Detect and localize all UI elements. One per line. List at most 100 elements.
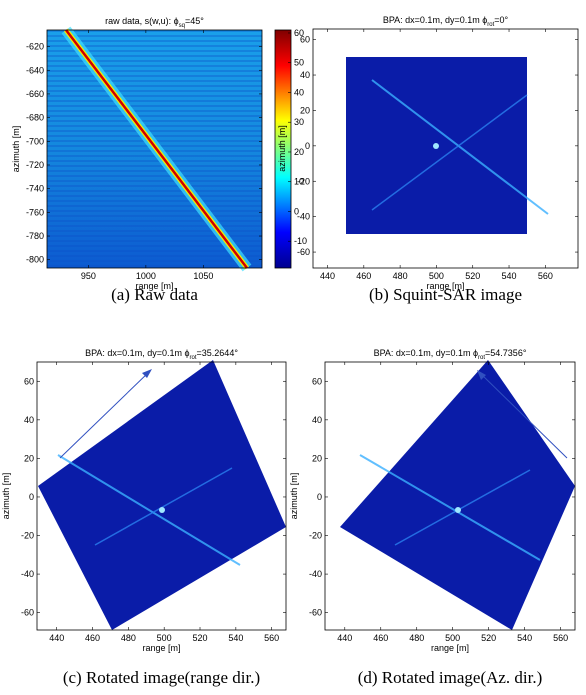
x-tick-label: 480 bbox=[393, 271, 408, 281]
chart-title: BPA: dx=0.1m, dy=0.1m ϕrot=35.2644° bbox=[85, 348, 238, 361]
colorbar-tick-label: 40 bbox=[294, 87, 304, 97]
y-tick-label: -20 bbox=[309, 531, 322, 541]
title-part: rot bbox=[190, 355, 197, 361]
title-part: =0° bbox=[494, 15, 508, 25]
squint-image bbox=[346, 57, 549, 234]
y-tick-label: -60 bbox=[21, 608, 34, 618]
y-tick-label: -760 bbox=[26, 207, 44, 217]
y-axis-label: azimuth [m] bbox=[11, 126, 21, 173]
x-tick-label: 520 bbox=[465, 271, 480, 281]
y-tick-label: -60 bbox=[309, 608, 322, 618]
y-tick-label: 20 bbox=[24, 453, 34, 463]
colorbar-tick-label: 0 bbox=[294, 206, 299, 216]
x-tick-label: 520 bbox=[192, 633, 207, 643]
colorbar-tick-label: 50 bbox=[294, 58, 304, 68]
y-tick-label: 0 bbox=[317, 492, 322, 502]
x-axis-label: range [m] bbox=[142, 643, 180, 653]
y-tick-label: -660 bbox=[26, 89, 44, 99]
y-tick-label: 40 bbox=[24, 415, 34, 425]
x-tick-label: 560 bbox=[553, 633, 568, 643]
x-tick-label: 460 bbox=[356, 271, 371, 281]
x-tick-label: 460 bbox=[85, 633, 100, 643]
y-tick-label: 60 bbox=[300, 35, 310, 45]
x-tick-label: 540 bbox=[502, 271, 517, 281]
y-tick-label: -680 bbox=[26, 113, 44, 123]
y-tick-label: 40 bbox=[312, 415, 322, 425]
y-tick-label: 60 bbox=[24, 376, 34, 386]
x-tick-label: 440 bbox=[320, 271, 335, 281]
caption: (c) Rotated image(range dir.) bbox=[63, 668, 260, 687]
chart-title: BPA: dx=0.1m, dy=0.1m ϕrot=0° bbox=[383, 15, 509, 28]
caption: (d) Rotated image(Az. dir.) bbox=[358, 668, 543, 687]
colorbar-tick-label: -10 bbox=[294, 236, 307, 246]
x-axis-label: range [m] bbox=[426, 281, 464, 291]
x-tick-label: 560 bbox=[538, 271, 553, 281]
chart-title: raw data, s(w,u): ϕsq=45° bbox=[105, 16, 204, 29]
x-tick-label: 440 bbox=[337, 633, 352, 643]
title-part: rot bbox=[478, 355, 485, 361]
raw-image bbox=[47, 26, 291, 272]
x-tick-label: 1000 bbox=[136, 271, 156, 281]
x-tick-label: 440 bbox=[49, 633, 64, 643]
y-tick-label: -60 bbox=[297, 247, 310, 257]
axes-frame bbox=[36, 361, 287, 631]
axes-frame bbox=[324, 361, 576, 631]
y-tick-label: -780 bbox=[26, 231, 44, 241]
y-tick-label: 20 bbox=[312, 453, 322, 463]
colorbar-tick-label: 20 bbox=[294, 147, 304, 157]
y-axis-label: azimuth [m] bbox=[1, 473, 11, 520]
colorbar-tick-label: 60 bbox=[294, 28, 304, 38]
x-tick-label: 1050 bbox=[193, 271, 213, 281]
y-tick-label: -20 bbox=[21, 531, 34, 541]
x-tick-label: 540 bbox=[517, 633, 532, 643]
title-part: sq bbox=[179, 23, 185, 29]
x-tick-label: 500 bbox=[157, 633, 172, 643]
x-axis-label: range [m] bbox=[431, 643, 469, 653]
caption: (a) Raw data bbox=[111, 285, 198, 304]
colorbar-tick-label: 10 bbox=[294, 177, 304, 187]
title-part: =35.2644° bbox=[197, 348, 239, 358]
title-part: =54.7356° bbox=[485, 348, 527, 358]
title-part: raw data, s(w,u): ϕ bbox=[105, 16, 179, 26]
x-tick-label: 520 bbox=[481, 633, 496, 643]
y-tick-label: -640 bbox=[26, 65, 44, 75]
y-tick-label: -40 bbox=[297, 212, 310, 222]
y-tick-label: -740 bbox=[26, 184, 44, 194]
y-tick-label: -700 bbox=[26, 136, 44, 146]
title-part: BPA: dx=0.1m, dy=0.1m ϕ bbox=[85, 348, 189, 358]
y-axis-label: azimuth [m] bbox=[277, 125, 287, 172]
y-tick-label: 0 bbox=[305, 141, 310, 151]
x-tick-label: 480 bbox=[409, 633, 424, 643]
caption: (b) Squint-SAR image bbox=[369, 285, 522, 304]
x-tick-label: 950 bbox=[81, 271, 96, 281]
y-tick-label: -720 bbox=[26, 160, 44, 170]
x-tick-label: 560 bbox=[264, 633, 279, 643]
x-tick-label: 500 bbox=[429, 271, 444, 281]
colorbar-tick-label: 30 bbox=[294, 117, 304, 127]
y-tick-label: 60 bbox=[312, 376, 322, 386]
x-axis-label: range [m] bbox=[135, 281, 173, 291]
chart-title: BPA: dx=0.1m, dy=0.1m ϕrot=54.7356° bbox=[374, 348, 527, 361]
y-tick-label: 20 bbox=[300, 105, 310, 115]
rotated-az-image bbox=[340, 360, 575, 630]
colorbar-frame bbox=[274, 29, 292, 269]
rotated-range-image bbox=[38, 360, 286, 630]
y-tick-label: -20 bbox=[297, 176, 310, 186]
title-part: BPA: dx=0.1m, dy=0.1m ϕ bbox=[374, 348, 478, 358]
y-tick-label: -620 bbox=[26, 42, 44, 52]
title-part: BPA: dx=0.1m, dy=0.1m ϕ bbox=[383, 15, 487, 25]
y-tick-label: 40 bbox=[300, 70, 310, 80]
x-tick-label: 500 bbox=[445, 633, 460, 643]
y-tick-label: -40 bbox=[21, 569, 34, 579]
title-part: =45° bbox=[185, 16, 204, 26]
y-axis-label: azimuth [m] bbox=[289, 473, 299, 520]
x-tick-label: 540 bbox=[228, 633, 243, 643]
x-tick-label: 460 bbox=[373, 633, 388, 643]
x-tick-label: 480 bbox=[121, 633, 136, 643]
y-tick-label: 0 bbox=[29, 492, 34, 502]
axes-frame bbox=[46, 29, 263, 269]
axes-frame bbox=[312, 28, 579, 269]
y-tick-label: -40 bbox=[309, 569, 322, 579]
title-part: rot bbox=[487, 22, 494, 28]
